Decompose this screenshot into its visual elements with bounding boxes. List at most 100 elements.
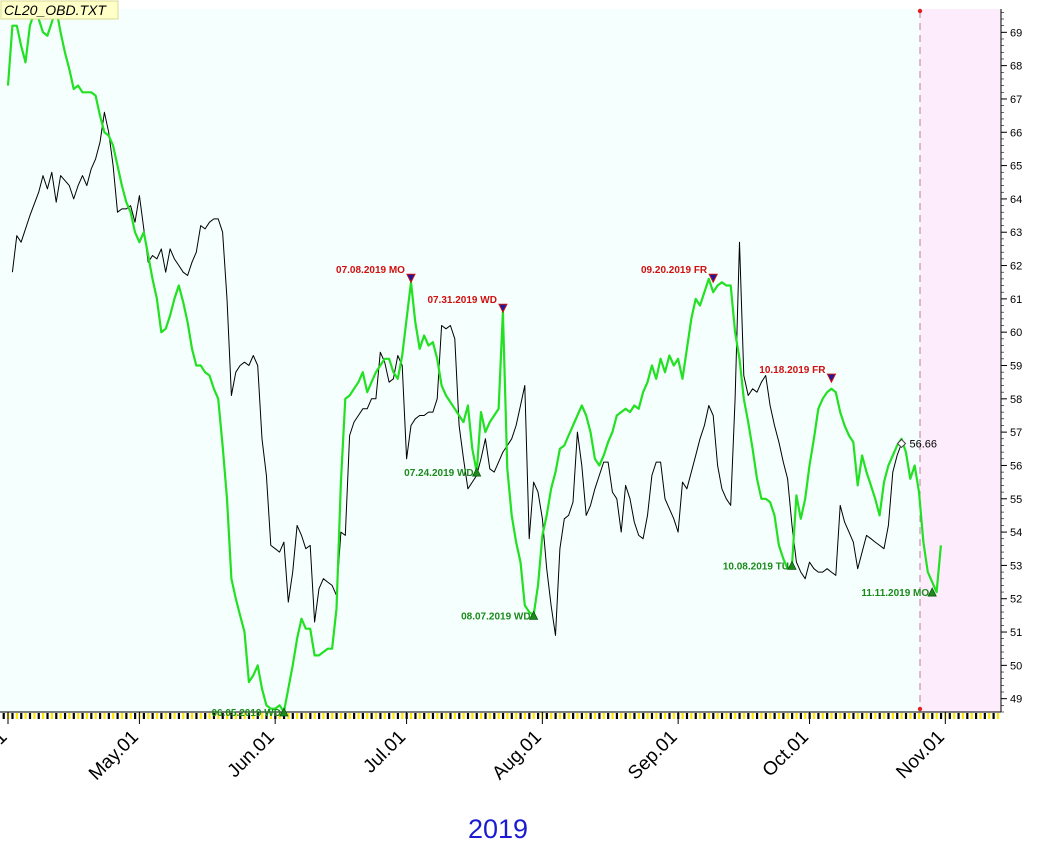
x-day-tick: [239, 713, 242, 719]
x-day-tick: [672, 713, 675, 719]
y-tick-label: 62: [1010, 261, 1022, 273]
x-day-tick: [611, 713, 614, 719]
x-day-tick: [593, 713, 597, 719]
x-day-tick: [615, 713, 619, 719]
x-day-tick: [707, 713, 710, 719]
x-day-tick: [37, 713, 40, 719]
x-day-tick: [453, 713, 456, 719]
x-day-tick: [812, 713, 816, 719]
year-label: 2019: [468, 814, 529, 844]
bottom-marker-label: 07.24.2019 WD: [404, 468, 474, 479]
y-tick-label: 50: [1010, 660, 1022, 672]
x-day-tick: [331, 713, 334, 719]
x-day-tick: [992, 713, 995, 719]
x-day-tick: [475, 713, 478, 719]
future-zone-background: [920, 9, 1001, 712]
x-day-tick: [471, 713, 474, 719]
green-series-line: [6, 7, 942, 714]
x-day-tick: [664, 713, 667, 719]
x-day-tick: [782, 713, 785, 719]
x-month-label: May.01: [85, 727, 143, 785]
x-day-tick: [580, 713, 583, 719]
x-day-tick: [125, 713, 128, 719]
x-day-tick: [177, 713, 181, 719]
y-tick-label: 64: [1010, 194, 1022, 206]
x-day-tick: [388, 713, 391, 719]
x-day-tick: [497, 713, 500, 719]
x-day-tick: [226, 713, 229, 719]
x-day-tick: [488, 713, 491, 719]
x-day-tick: [817, 713, 820, 719]
x-day-tick: [344, 713, 347, 719]
x-day-tick: [703, 713, 706, 719]
x-day-tick: [361, 713, 364, 719]
x-day-tick: [839, 713, 842, 719]
y-tick-label: 67: [1010, 94, 1022, 106]
x-day-tick: [869, 713, 873, 719]
y-tick-label: 56: [1010, 460, 1022, 472]
y-tick-label: 69: [1010, 27, 1022, 39]
x-day-tick: [186, 713, 189, 719]
x-day-tick: [357, 713, 360, 719]
x-day-tick: [449, 713, 452, 719]
x-day-tick: [296, 713, 299, 719]
x-day-tick: [554, 713, 557, 719]
y-tick-label: 54: [1010, 527, 1022, 539]
x-day-tick: [760, 713, 763, 719]
x-day-tick: [602, 713, 605, 719]
x-day-tick: [466, 713, 470, 719]
x-day-tick: [550, 713, 553, 719]
x-day-tick: [865, 713, 868, 719]
plot-background: [0, 9, 920, 712]
x-day-tick: [913, 713, 916, 719]
x-day-tick: [646, 713, 649, 719]
x-day-tick: [957, 713, 960, 719]
x-day-tick: [81, 713, 84, 719]
x-day-tick: [918, 713, 921, 719]
x-day-tick: [506, 713, 509, 719]
x-month-label: Jun.01: [224, 727, 279, 782]
x-day-tick: [922, 713, 925, 719]
x-day-tick: [637, 713, 640, 719]
x-day-tick: [304, 713, 308, 719]
x-month-label: r.01: [0, 727, 12, 764]
x-day-tick: [694, 713, 697, 719]
x-day-tick: [939, 713, 943, 719]
x-day-tick: [576, 713, 579, 719]
x-month-label: Jul.01: [359, 727, 410, 778]
x-day-tick: [147, 713, 150, 719]
y-tick-label: 52: [1010, 594, 1022, 606]
x-day-tick: [887, 713, 890, 719]
x-day-tick: [103, 713, 106, 719]
x-day-tick: [107, 713, 110, 719]
x-day-tick: [515, 713, 518, 719]
top-marker-label: 09.20.2019 FR: [641, 265, 708, 276]
x-day-tick: [72, 713, 75, 719]
x-month-label: Sep.01: [624, 727, 681, 784]
x-day-tick: [414, 713, 417, 719]
x-day-tick: [287, 713, 290, 719]
x-day-tick: [160, 713, 163, 719]
x-day-tick: [545, 713, 548, 719]
x-day-tick: [961, 713, 965, 719]
x-day-tick: [313, 713, 316, 719]
bottom-marker-label: 06.05.2019 WD: [211, 708, 281, 719]
x-month-label: Nov.01: [892, 727, 948, 783]
x-day-tick: [142, 713, 145, 719]
last-value-label: 56.66: [910, 438, 938, 450]
future-divider-bottom-dot: [917, 706, 923, 712]
x-day-tick: [15, 713, 18, 719]
top-marker: [498, 303, 508, 314]
x-day-tick: [935, 713, 938, 719]
x-day-tick: [208, 713, 211, 719]
y-tick-label: 57: [1010, 427, 1022, 439]
x-day-tick: [33, 713, 36, 719]
x-month-label: Aug.01: [488, 727, 545, 784]
x-day-tick: [966, 713, 969, 719]
x-day-tick: [620, 713, 623, 719]
x-day-tick: [230, 713, 233, 719]
x-day-tick: [243, 713, 246, 719]
y-tick-label: 51: [1010, 627, 1022, 639]
x-day-tick: [847, 713, 851, 719]
x-day-tick: [563, 713, 566, 719]
